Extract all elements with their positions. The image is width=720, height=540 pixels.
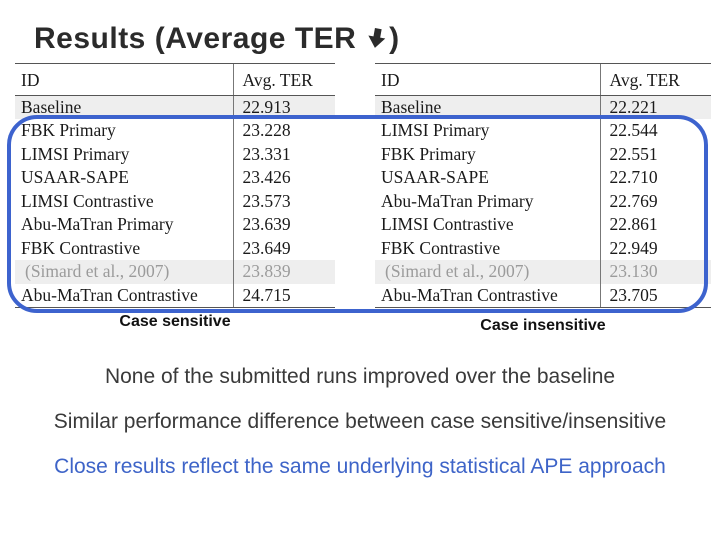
table-row: FBK Primary 23.228	[15, 119, 335, 143]
cell-id: Abu-MaTran Primary	[381, 190, 534, 211]
note-ape-approach: Close results reflect the same underlyin…	[54, 455, 666, 478]
note-baseline: None of the submitted runs improved over…	[104, 365, 616, 388]
cell-id: Baseline	[375, 95, 600, 119]
cell-id: FBK Primary	[21, 120, 116, 141]
cell-id: (Simard et al., 2007)	[15, 260, 233, 284]
note-similarity: Similar performance difference between c…	[53, 410, 667, 433]
column-header-id: ID	[375, 63, 600, 96]
cell-id: Baseline	[15, 95, 233, 119]
cell-ter: 22.221	[599, 95, 711, 119]
cell-ter: 22.769	[599, 189, 711, 213]
cell-ter: 23.331	[232, 142, 335, 166]
table-row: FBK Contrastive 22.949	[375, 236, 711, 260]
cell-ter: 23.649	[232, 236, 335, 260]
table-row: FBK Primary 22.551	[375, 142, 711, 166]
cell-id: (Simard et al., 2007)	[375, 260, 600, 284]
caption-case-sensitive: Case sensitive	[119, 313, 231, 330]
table-row: Abu-MaTran Contrastive 24.715	[15, 283, 335, 308]
cell-ter: 22.551	[599, 142, 711, 166]
table-row: USAAR-SAPE 22.710	[375, 166, 711, 190]
cell-id: LIMSI Primary	[21, 143, 130, 164]
title-text: Results (Average TER	[34, 22, 357, 55]
cell-id: FBK Contrastive	[21, 237, 141, 258]
case-insensitive-table: ID Avg. TER Baseline 22.221 LIMSI Primary…	[375, 63, 711, 308]
cell-id: FBK Contrastive	[381, 237, 501, 258]
title-text-suffix: )	[389, 22, 400, 55]
slide-title: Results (Average TER )	[34, 22, 400, 56]
table-row: LIMSI Primary 23.331	[15, 142, 335, 166]
cell-id: Abu-MaTran Contrastive	[15, 283, 233, 308]
cell-id: LIMSI Contrastive	[381, 214, 514, 235]
case-sensitive-table: ID Avg. TER Baseline 22.913 FBK Primary 23…	[15, 63, 335, 308]
down-arrow-icon	[363, 22, 391, 50]
table-row: Baseline 22.221	[375, 95, 711, 119]
table-row: USAAR-SAPE 23.426	[15, 166, 335, 190]
cell-id: FBK Primary	[381, 143, 476, 164]
cell-ter: 22.710	[599, 166, 711, 190]
cell-id: Abu-MaTran Primary	[21, 214, 174, 235]
table-header-row: ID Avg. TER	[375, 63, 711, 96]
table-row: Abu-MaTran Contrastive 23.705	[375, 283, 711, 308]
table-row: Abu-MaTran Primary 23.639	[15, 213, 335, 237]
cell-ter: 22.949	[599, 236, 711, 260]
cell-id: Abu-MaTran Contrastive	[375, 283, 600, 308]
cell-ter: 22.544	[599, 119, 711, 143]
cell-ter: 23.573	[232, 189, 335, 213]
cell-ter: 23.639	[232, 213, 335, 237]
table-row: (Simard et al., 2007) 23.130	[375, 260, 711, 284]
cell-ter: 23.228	[232, 119, 335, 143]
table-header-row: ID Avg. TER	[15, 63, 335, 96]
cell-id: USAAR-SAPE	[381, 167, 489, 188]
caption-case-insensitive: Case insensitive	[480, 317, 606, 334]
cell-ter: 23.839	[232, 260, 335, 284]
table-row: (Simard et al., 2007) 23.839	[15, 260, 335, 284]
table-row: FBK Contrastive 23.649	[15, 236, 335, 260]
table-row: Abu-MaTran Primary 22.769	[375, 189, 711, 213]
column-header-avg-ter: Avg. TER	[232, 63, 335, 96]
cell-ter: 23.426	[232, 166, 335, 190]
cell-ter: 24.715	[232, 283, 335, 308]
table-row: LIMSI Contrastive 22.861	[375, 213, 711, 237]
table-row: LIMSI Contrastive 23.573	[15, 189, 335, 213]
cell-id: USAAR-SAPE	[21, 167, 129, 188]
cell-ter: 22.913	[232, 95, 335, 119]
column-header-avg-ter: Avg. TER	[599, 63, 711, 96]
cell-id: LIMSI Primary	[381, 120, 490, 141]
cell-ter: 23.705	[599, 283, 711, 308]
table-row: LIMSI Primary 22.544	[375, 119, 711, 143]
column-header-id: ID	[15, 63, 233, 96]
cell-ter: 22.861	[599, 213, 711, 237]
table-row: Baseline 22.913	[15, 95, 335, 119]
cell-id: LIMSI Contrastive	[21, 190, 154, 211]
cell-ter: 23.130	[599, 260, 711, 284]
